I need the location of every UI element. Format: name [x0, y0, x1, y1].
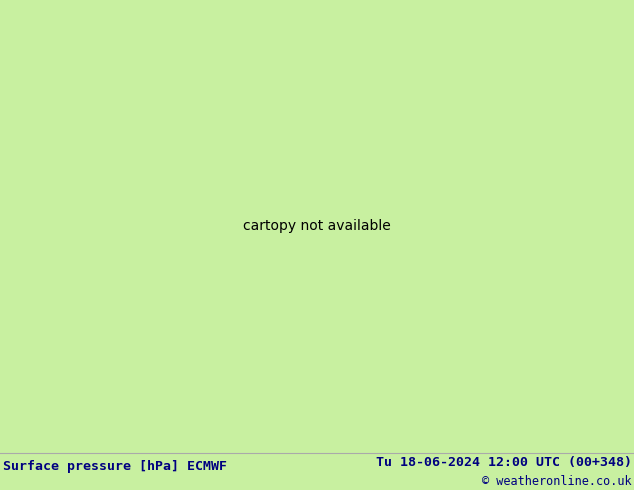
Text: © weatheronline.co.uk: © weatheronline.co.uk — [482, 475, 632, 488]
Text: Tu 18-06-2024 12:00 UTC (00+348): Tu 18-06-2024 12:00 UTC (00+348) — [376, 456, 632, 469]
Text: cartopy not available: cartopy not available — [243, 219, 391, 233]
Text: Surface pressure [hPa] ECMWF: Surface pressure [hPa] ECMWF — [3, 460, 227, 473]
